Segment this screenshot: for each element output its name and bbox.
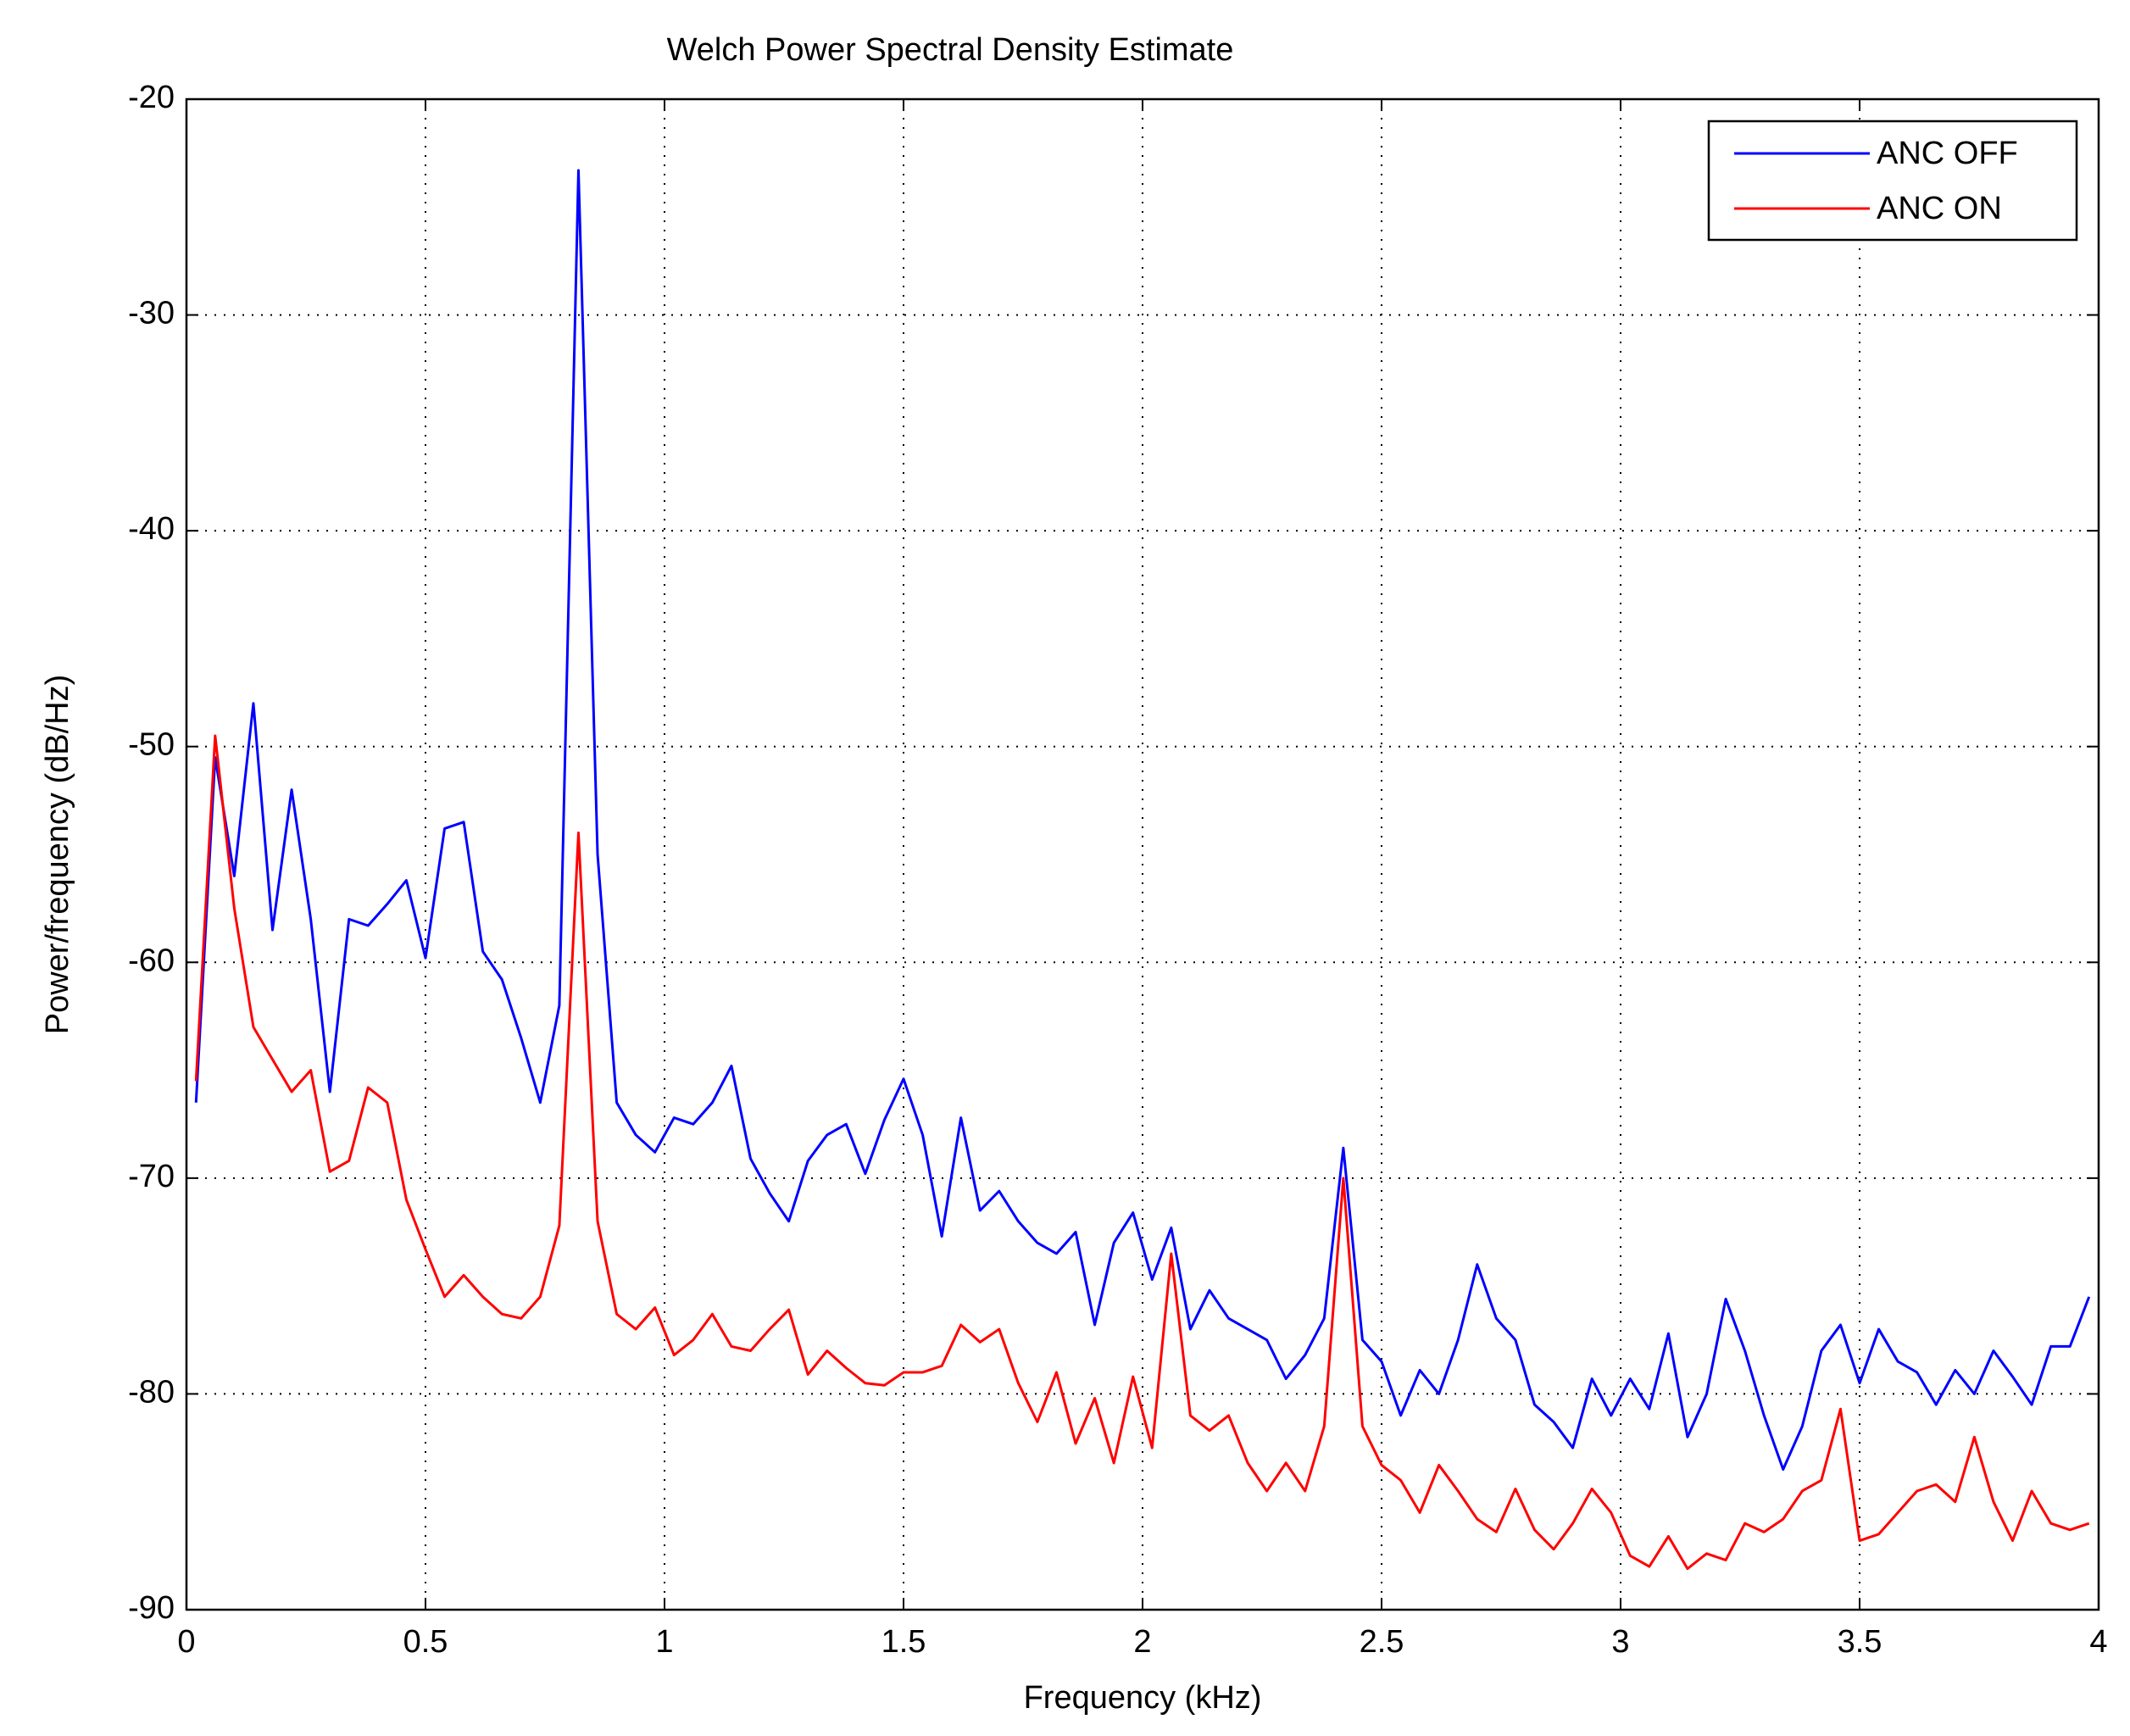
- y-axis-label: Power/frequency (dB/Hz): [40, 675, 75, 1035]
- y-tick-label: -30: [128, 296, 175, 331]
- y-tick-label: -60: [128, 943, 175, 978]
- legend-box: [1707, 120, 2078, 242]
- y-tick-label: -90: [128, 1590, 175, 1626]
- legend-label: ANC ON: [1877, 191, 2002, 226]
- x-tick-label: 4: [2089, 1624, 2107, 1660]
- y-tick-label: -80: [128, 1374, 175, 1410]
- y-tick-label: -50: [128, 727, 175, 763]
- data-line: [194, 169, 2091, 1472]
- x-tick-label: 2: [1133, 1624, 1151, 1660]
- x-tick-label: 1.5: [881, 1624, 926, 1660]
- chart-title: Welch Power Spectral Density Estimate: [667, 32, 1234, 68]
- y-tick-label: -40: [128, 511, 175, 547]
- x-tick-label: 0.5: [403, 1624, 448, 1660]
- x-tick-label: 3: [1611, 1624, 1629, 1660]
- x-tick-label: 0: [177, 1624, 195, 1660]
- data-line: [194, 734, 2090, 1571]
- x-axis-label: Frequency (kHz): [1024, 1680, 1262, 1716]
- x-tick-label: 1: [655, 1624, 673, 1660]
- legend-label: ANC OFF: [1877, 136, 2018, 171]
- y-tick-label: -70: [128, 1159, 175, 1194]
- plot-frame: [185, 97, 2100, 1611]
- x-tick-label: 3.5: [1838, 1624, 1883, 1660]
- y-tick-label: -20: [128, 80, 175, 115]
- x-tick-label: 2.5: [1360, 1624, 1404, 1660]
